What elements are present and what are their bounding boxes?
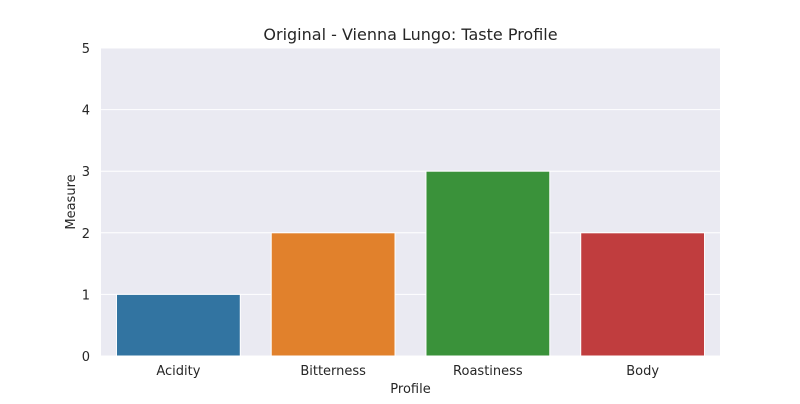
y-tick-labels: 0 1 2 3 4 5: [82, 42, 90, 365]
y-tick-label: 5: [82, 42, 90, 57]
bars: [115, 170, 706, 357]
x-tick-label: Acidity: [156, 364, 200, 379]
bar-acidity: [115, 293, 241, 357]
x-tick-label: Bitterness: [300, 364, 366, 379]
y-tick-label: 4: [82, 104, 90, 119]
chart-title: Original - Vienna Lungo: Taste Profile: [263, 25, 557, 44]
x-tick-label: Roastiness: [453, 364, 523, 379]
bar-body: [580, 232, 706, 357]
y-tick-label: 3: [82, 165, 90, 180]
bar-bitterness: [270, 232, 396, 357]
y-tick-label: 2: [82, 227, 90, 242]
y-tick-label: 1: [82, 288, 90, 303]
x-tick-labels: Acidity Bitterness Roastiness Body: [156, 364, 659, 379]
x-axis-label: Profile: [390, 382, 430, 397]
x-tick-label: Body: [626, 364, 659, 379]
y-axis-label: Measure: [64, 174, 79, 229]
y-tick-label: 0: [82, 350, 90, 365]
bar-roastiness: [425, 170, 551, 357]
